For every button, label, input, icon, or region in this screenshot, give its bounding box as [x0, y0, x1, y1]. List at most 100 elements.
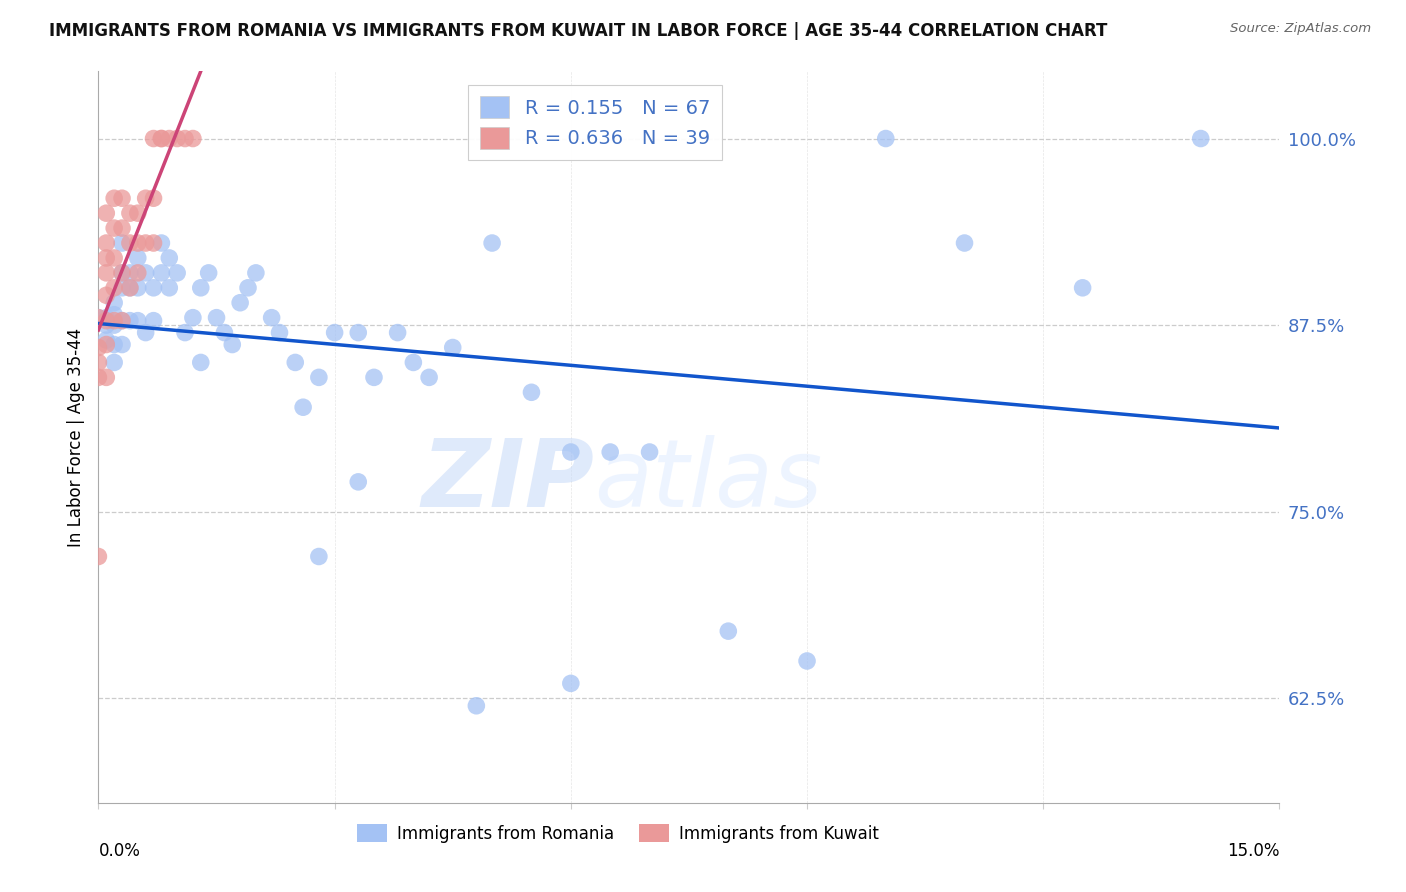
Point [103, 221, 125, 235]
Point [260, 310, 283, 325]
Point [103, 355, 125, 369]
Point [181, 131, 204, 145]
Text: atlas: atlas [595, 435, 823, 526]
Point [1189, 131, 1212, 145]
Point [127, 251, 149, 265]
Point [142, 191, 165, 205]
Point [103, 337, 125, 351]
Point [205, 310, 228, 325]
Point [111, 313, 134, 327]
Point [308, 370, 330, 384]
Text: IMMIGRANTS FROM ROMANIA VS IMMIGRANTS FROM KUWAIT IN LABOR FORCE | AGE 35-44 COR: IMMIGRANTS FROM ROMANIA VS IMMIGRANTS FR… [49, 22, 1108, 40]
Point [87, 310, 110, 325]
Point [142, 235, 165, 250]
Point [127, 313, 149, 327]
Text: 0.0%: 0.0% [98, 842, 141, 860]
Point [96, 333, 118, 347]
Point [96, 206, 118, 220]
Point [127, 281, 149, 295]
Point [638, 445, 661, 459]
Point [87, 370, 110, 384]
Point [292, 401, 315, 415]
Point [197, 266, 219, 280]
Point [245, 266, 267, 280]
Point [174, 131, 197, 145]
Point [103, 308, 125, 322]
Point [96, 288, 118, 302]
Point [150, 131, 173, 145]
Point [465, 698, 488, 713]
Text: 15.0%: 15.0% [1227, 842, 1279, 860]
Point [103, 191, 125, 205]
Point [103, 318, 125, 332]
Point [96, 251, 118, 265]
Point [236, 281, 259, 295]
Point [127, 266, 149, 280]
Point [96, 370, 118, 384]
Point [96, 337, 118, 351]
Point [135, 191, 157, 205]
Point [142, 281, 165, 295]
Point [323, 326, 346, 340]
Point [103, 313, 125, 327]
Point [402, 355, 425, 369]
Point [87, 549, 110, 564]
Point [174, 326, 197, 340]
Point [190, 281, 212, 295]
Point [96, 313, 118, 327]
Point [111, 221, 134, 235]
Point [166, 131, 188, 145]
Point [87, 310, 110, 325]
Point [118, 206, 141, 220]
Point [418, 370, 440, 384]
Point [118, 281, 141, 295]
Point [135, 266, 157, 280]
Point [1071, 281, 1094, 295]
Point [875, 131, 897, 145]
Point [717, 624, 740, 639]
Point [284, 355, 307, 369]
Point [150, 131, 173, 145]
Point [481, 235, 503, 250]
Point [157, 251, 180, 265]
Point [150, 266, 173, 280]
Point [363, 370, 385, 384]
Legend: R = 0.155   N = 67, R = 0.636   N = 39: R = 0.155 N = 67, R = 0.636 N = 39 [468, 85, 721, 161]
Point [87, 355, 110, 369]
Point [599, 445, 621, 459]
Point [118, 313, 141, 327]
Point [560, 445, 582, 459]
Point [118, 266, 141, 280]
Point [214, 326, 236, 340]
Point [796, 654, 818, 668]
Point [441, 341, 464, 355]
Point [142, 313, 165, 327]
Point [387, 326, 409, 340]
Point [118, 281, 141, 295]
Point [157, 131, 180, 145]
Point [181, 310, 204, 325]
Point [135, 235, 157, 250]
Point [560, 676, 582, 690]
Point [953, 235, 976, 250]
Point [308, 549, 330, 564]
Point [103, 251, 125, 265]
Point [229, 295, 252, 310]
Point [96, 318, 118, 332]
Point [520, 385, 543, 400]
Point [111, 191, 134, 205]
Point [166, 266, 188, 280]
Point [135, 326, 157, 340]
Point [96, 310, 118, 325]
Point [111, 235, 134, 250]
Point [347, 475, 370, 489]
Text: ZIP: ZIP [422, 435, 595, 527]
Point [111, 266, 134, 280]
Point [103, 295, 125, 310]
Point [127, 206, 149, 220]
Point [96, 266, 118, 280]
Point [111, 313, 134, 327]
Point [157, 281, 180, 295]
Point [127, 235, 149, 250]
Text: Source: ZipAtlas.com: Source: ZipAtlas.com [1230, 22, 1371, 36]
